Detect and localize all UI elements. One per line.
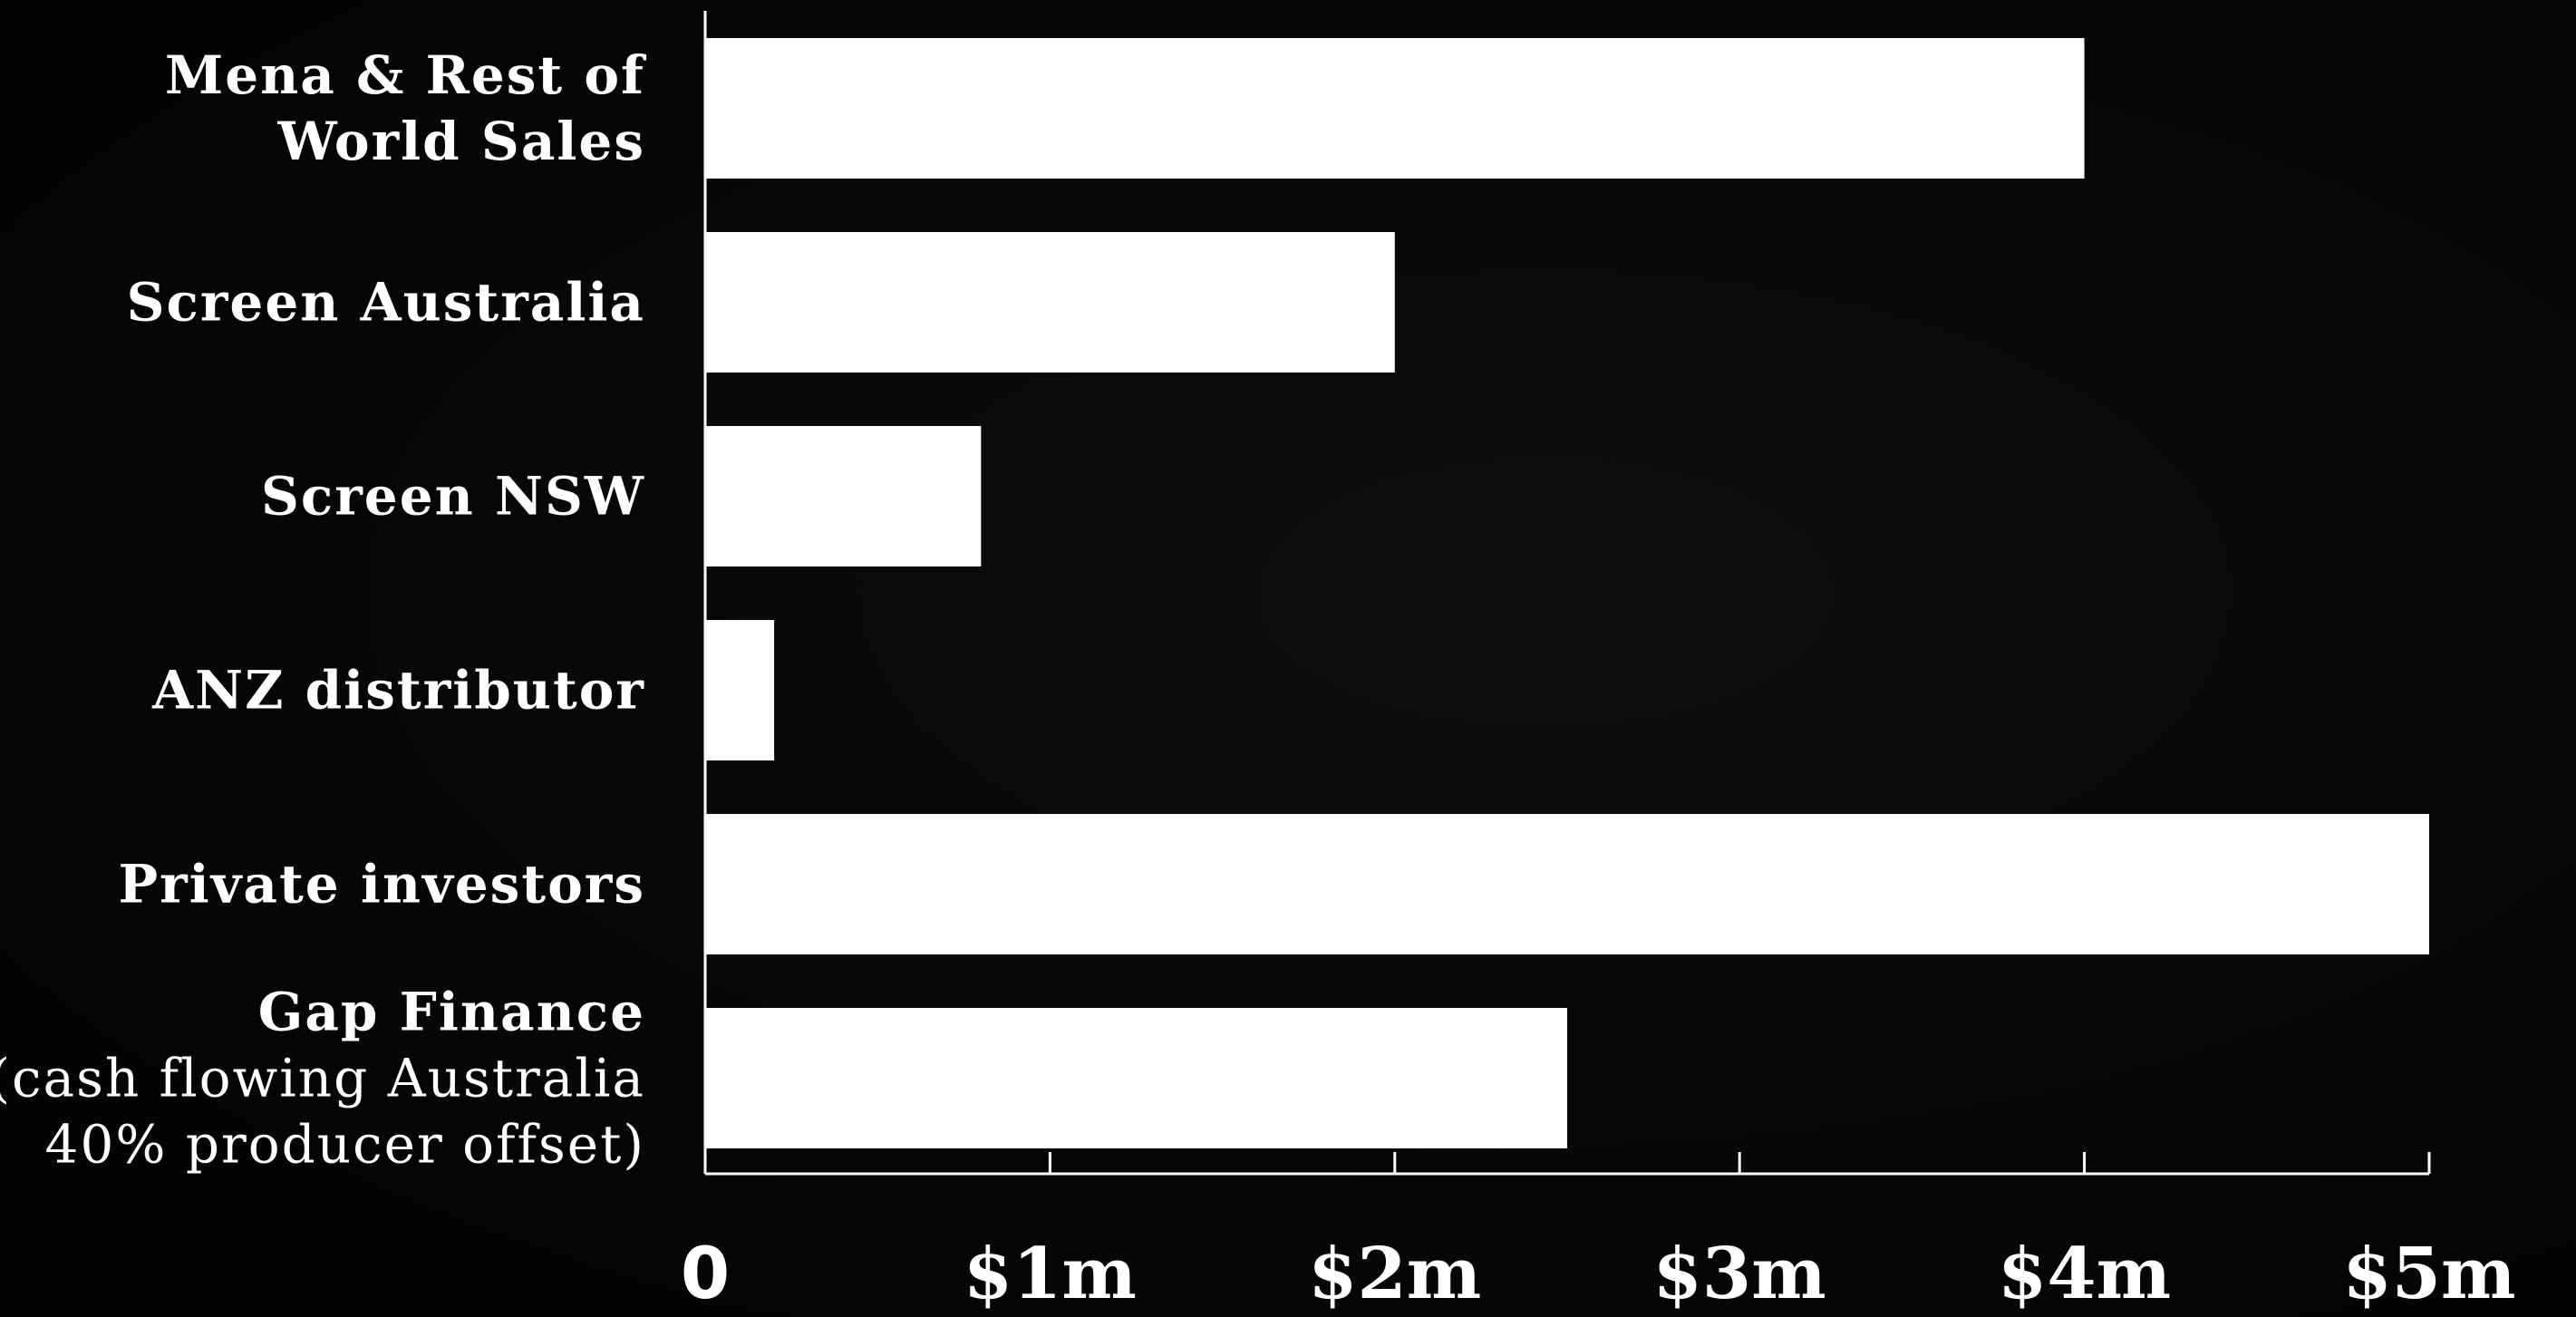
category-label-line: ANZ distributor <box>151 660 645 721</box>
category-label-4: Private investors <box>118 854 645 915</box>
bar-3 <box>705 620 775 760</box>
category-labels-layer: Mena & Rest of World Sales Screen Australi… <box>0 44 647 1176</box>
bar-4 <box>705 814 2429 954</box>
category-label-line: Screen NSW <box>261 466 645 528</box>
category-label-line: (cash flowing Australia <box>0 1048 645 1109</box>
x-tick-labels-layer: 0 $1m $2m $3m $4m $5m <box>681 1233 2516 1315</box>
category-label-line: Gap Finance <box>258 982 645 1043</box>
category-label-3: ANZ distributor <box>151 660 645 721</box>
x-tick-label-3: $3m <box>1653 1233 1826 1315</box>
category-label-line: World Sales <box>277 111 646 172</box>
category-label-line: 40% producer offset) <box>45 1114 645 1176</box>
x-tick-label-5: $5m <box>2342 1233 2515 1315</box>
category-label-5: Gap Finance (cash flowing Australia 40% pr… <box>0 982 645 1176</box>
bar-2 <box>705 426 982 567</box>
x-tick-label-4: $4m <box>1998 1233 2171 1315</box>
bars-layer <box>705 38 2429 1148</box>
axes-layer <box>703 11 2431 1176</box>
category-label-2: Screen NSW <box>261 466 645 528</box>
bar-1 <box>705 232 1395 373</box>
category-label-1: Screen Australia <box>127 272 645 334</box>
category-label-0: Mena & Rest of World Sales <box>165 44 647 172</box>
category-label-line: Screen Australia <box>127 272 645 334</box>
bar-5 <box>705 1008 1567 1148</box>
x-tick-label-0: 0 <box>681 1234 730 1315</box>
x-tick-label-2: $2m <box>1308 1233 1481 1315</box>
x-tick-label-1: $1m <box>964 1233 1137 1315</box>
bar-0 <box>705 38 2085 179</box>
category-label-line: Private investors <box>118 854 645 915</box>
category-label-line: Mena & Rest of <box>165 44 647 106</box>
